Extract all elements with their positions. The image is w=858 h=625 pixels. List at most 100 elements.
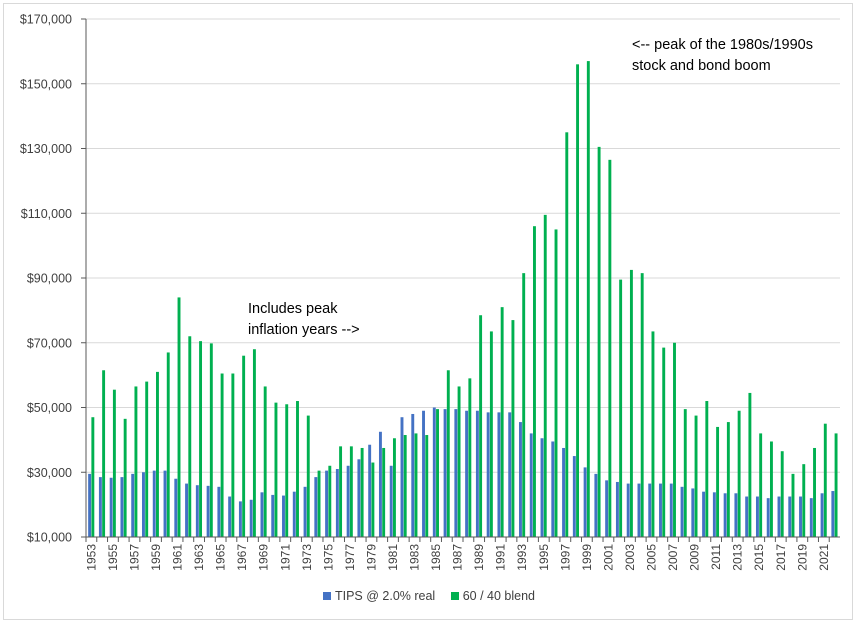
bar-blend-1991 <box>500 307 504 537</box>
legend-swatch-tips <box>322 592 331 600</box>
bar-blend-2015 <box>759 433 763 537</box>
x-tick-label-1959: 1959 <box>149 544 163 571</box>
bar-blend-1994 <box>533 226 536 537</box>
x-tick-label-1953: 1953 <box>84 544 98 571</box>
x-tick-label-1995: 1995 <box>537 544 551 571</box>
bar-blend-2009 <box>694 415 698 537</box>
bar-blend-1993 <box>522 273 526 537</box>
x-tick-label-1999: 1999 <box>580 544 594 571</box>
bar-tips-1960 <box>163 470 167 537</box>
bar-tips-1967 <box>238 501 242 537</box>
legend-label-tips: TIPS @ 2.0% real <box>334 589 436 603</box>
x-tick-label-2013: 2013 <box>731 544 745 571</box>
bar-blend-1968 <box>252 349 256 537</box>
bar-blend-2018 <box>791 473 795 537</box>
bar-tips-2021 <box>820 493 824 537</box>
x-tick-label-2021: 2021 <box>817 544 831 571</box>
bar-tips-1994 <box>529 433 533 537</box>
x-tick-label-2017: 2017 <box>774 544 788 571</box>
x-tick-label-2015: 2015 <box>752 544 766 571</box>
bar-blend-2022 <box>834 433 838 537</box>
bar-tips-1977 <box>346 465 350 537</box>
bar-tips-1981 <box>389 465 393 537</box>
bar-blend-2014 <box>748 392 752 537</box>
bar-blend-2010 <box>705 401 709 537</box>
bar-tips-2011 <box>712 492 716 537</box>
bar-tips-1991 <box>497 412 501 537</box>
bar-blend-1956 <box>123 418 127 537</box>
x-tick-label-2009: 2009 <box>688 544 702 571</box>
bar-tips-2006 <box>659 483 662 537</box>
bar-tips-1958 <box>142 472 145 537</box>
bar-blend-1972 <box>296 401 299 537</box>
bar-tips-1975 <box>325 470 329 537</box>
bar-blend-1966 <box>231 373 235 537</box>
bar-tips-1953 <box>88 473 92 537</box>
annotation-peak-boom: <-- peak of the 1980s/1990s stock and bo… <box>632 37 813 74</box>
bar-tips-1969 <box>260 492 264 537</box>
x-tick-label-1975: 1975 <box>321 544 335 571</box>
x-tick-label-1961: 1961 <box>171 544 185 571</box>
bar-tips-2010 <box>702 491 706 537</box>
bar-blend-2011 <box>716 426 720 537</box>
bar-blend-1964 <box>209 343 213 537</box>
bar-tips-1974 <box>314 477 318 537</box>
bar-blend-1986 <box>446 370 450 537</box>
bar-blend-1985 <box>436 409 439 537</box>
bar-tips-1986 <box>443 409 447 537</box>
x-tick-label-1977: 1977 <box>343 544 357 571</box>
bar-blend-1977 <box>349 446 353 537</box>
bar-blend-2019 <box>802 464 806 537</box>
x-tick-label-2019: 2019 <box>795 544 809 571</box>
legend: TIPS @ 2.0% real 60 / 40 blend <box>0 589 858 603</box>
x-tick-label-2005: 2005 <box>645 544 659 571</box>
y-tick-label: $50,000 <box>27 401 72 415</box>
bar-tips-2022 <box>831 491 835 537</box>
bar-blend-2008 <box>683 409 687 537</box>
bar-blend-1960 <box>166 352 170 537</box>
y-tick-label: $170,000 <box>20 13 72 27</box>
bar-tips-1995 <box>540 438 544 537</box>
bar-tips-2019 <box>799 496 802 537</box>
bar-tips-1963 <box>195 485 199 537</box>
bar-tips-2004 <box>637 483 641 537</box>
bar-blend-1959 <box>156 371 159 537</box>
bar-tips-1971 <box>282 495 285 537</box>
bar-tips-1970 <box>271 494 275 537</box>
x-axis-tick-labels: 1953 1955 1957 1959 1961 1963 1965 1967 1969 1971… <box>84 544 830 571</box>
bar-blend-1955 <box>112 389 116 537</box>
bar-blend-2006 <box>662 347 666 537</box>
bar-blend-1989 <box>479 315 483 537</box>
y-tick-label: $150,000 <box>20 77 72 91</box>
bar-blend-1970 <box>274 402 278 537</box>
bar-blend-1954 <box>102 370 106 537</box>
bar-tips-1988 <box>465 410 469 537</box>
bar-tips-2007 <box>669 483 673 537</box>
bar-tips-1979 <box>368 444 372 537</box>
x-tick-label-2007: 2007 <box>666 544 680 571</box>
bar-tips-1956 <box>120 477 124 537</box>
bar-tips-2016 <box>766 498 770 537</box>
y-tick-label: $130,000 <box>20 142 72 156</box>
annotation-peak-inflation: Includes peak inflation years --> <box>248 301 360 338</box>
bar-tips-1978 <box>357 459 361 537</box>
x-tick-label-1967: 1967 <box>235 544 249 571</box>
bar-blend-1979 <box>371 462 375 537</box>
bar-blend-2002 <box>619 279 623 537</box>
bar-blend-2003 <box>629 269 633 537</box>
bar-blend-1971 <box>285 404 289 537</box>
bar-tips-1993 <box>519 422 522 537</box>
axes <box>81 18 840 542</box>
bar-blend-1976 <box>339 446 343 537</box>
bar-blend-1983 <box>414 433 418 537</box>
bar-tips-2012 <box>723 493 727 537</box>
bar-tips-1957 <box>131 473 135 537</box>
bar-blend-1953 <box>91 417 95 537</box>
bar-tips-2015 <box>755 496 759 537</box>
x-tick-label-1985: 1985 <box>429 544 443 571</box>
bar-tips-1996 <box>551 441 555 537</box>
bar-blend-1969 <box>263 386 267 537</box>
bar-blend-2005 <box>651 331 655 537</box>
bar-blend-1981 <box>392 438 396 537</box>
bar-blend-1967 <box>242 355 246 537</box>
